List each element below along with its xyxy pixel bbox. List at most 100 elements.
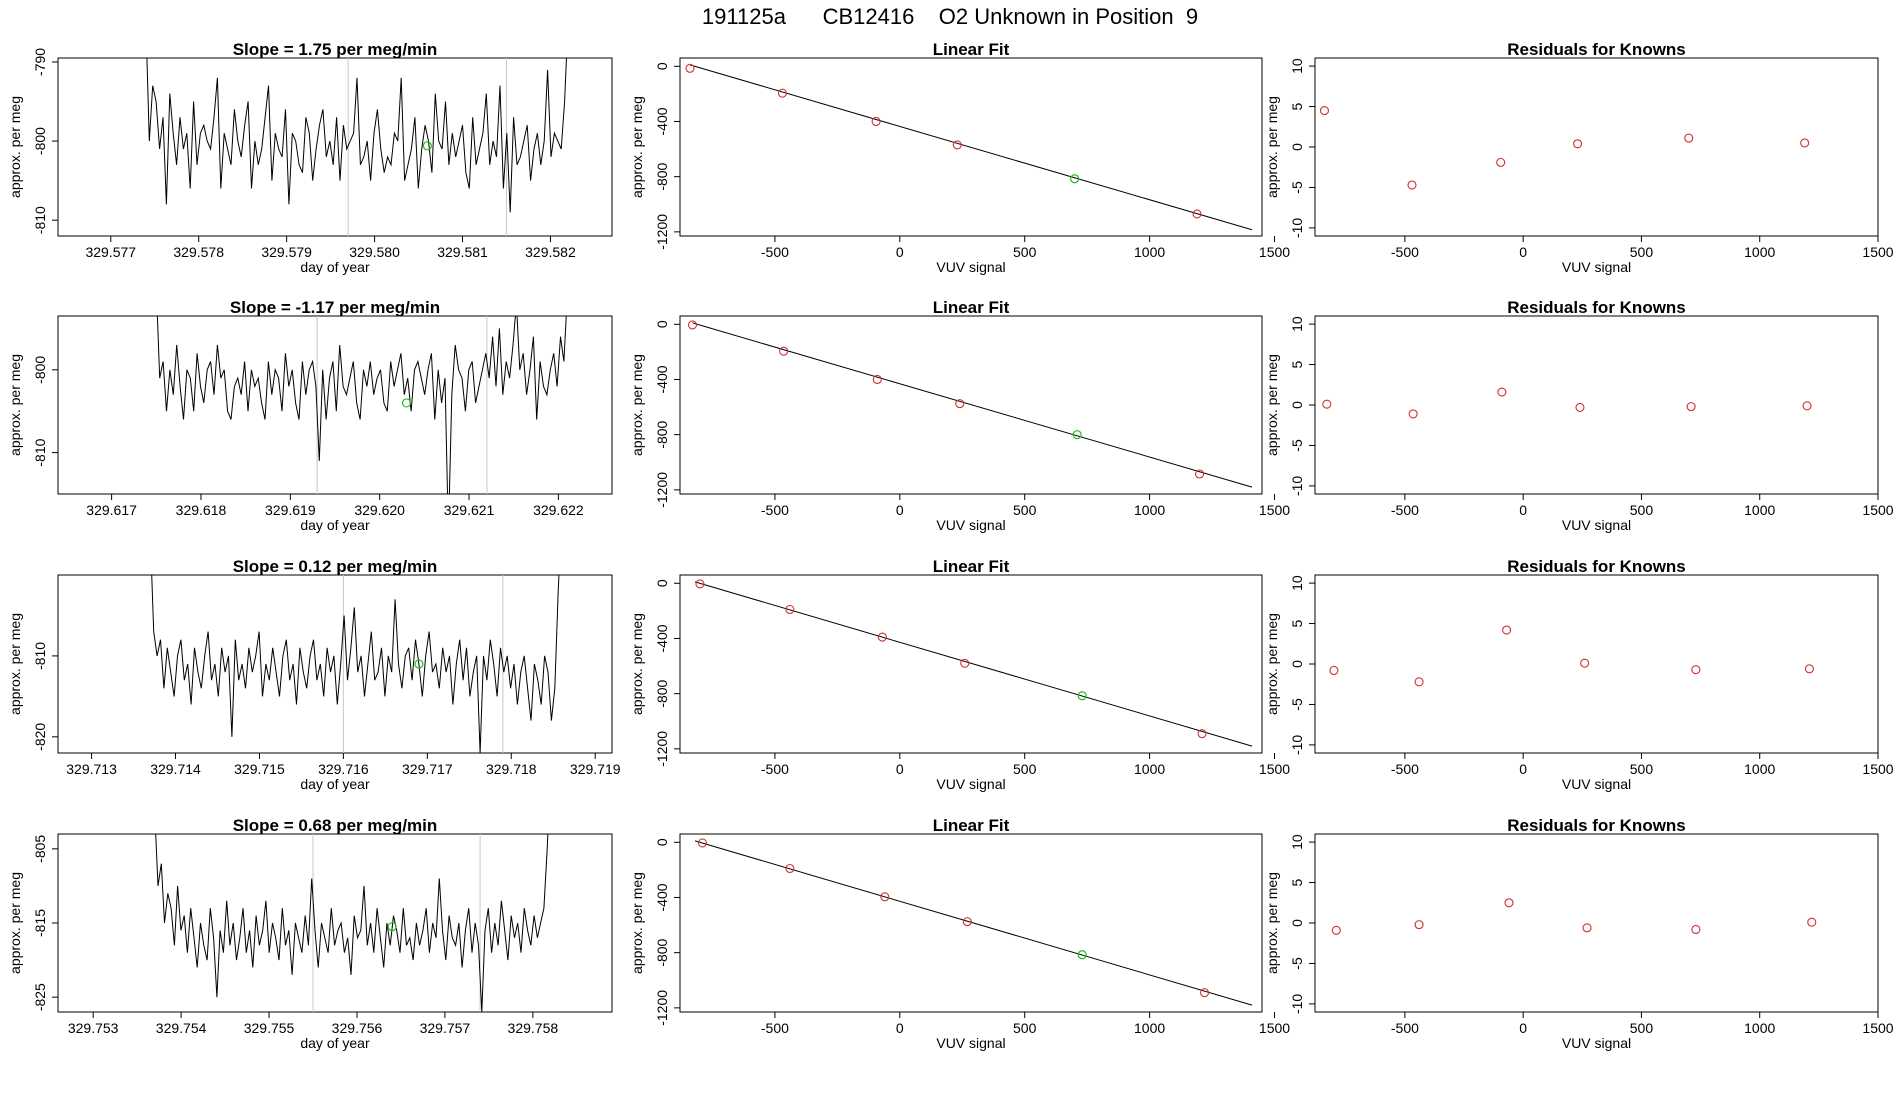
y-axis-label: approx. per meg (1264, 354, 1280, 456)
known-standard-point (880, 892, 890, 902)
y-tick-label: -10 (1289, 218, 1305, 238)
y-tick-label: 0 (654, 62, 670, 70)
x-tick-label: -500 (1391, 502, 1419, 518)
x-tick-label: 500 (1630, 244, 1654, 260)
x-tick-label: 329.753 (68, 1020, 119, 1036)
y-tick-label: -810 (32, 438, 48, 466)
known-standard-point (1192, 209, 1202, 219)
plot-frame (1314, 315, 1879, 495)
x-axis-label: day of year (300, 776, 370, 792)
y-tick-label: -815 (32, 909, 48, 937)
y-tick-label: -810 (32, 642, 48, 670)
residual-point (1496, 157, 1506, 167)
y-tick-label: 5 (1289, 878, 1305, 886)
x-tick-label: 329.718 (486, 761, 537, 777)
x-tick-label: 329.716 (318, 761, 369, 777)
fit-line (694, 581, 1253, 747)
time-series-line (146, 58, 567, 213)
known-standard-point (785, 604, 795, 615)
unknown-mean-marker (387, 922, 397, 932)
known-standard-point (687, 320, 698, 330)
x-axis-label: VUV signal (936, 1035, 1005, 1051)
unknown-mean-marker (422, 141, 432, 151)
x-tick-label: 329.713 (66, 761, 117, 777)
x-tick-label: 1000 (1744, 1020, 1775, 1036)
y-tick-label: 0 (1289, 660, 1305, 668)
x-tick-label: 1000 (1744, 761, 1775, 777)
y-tick-label: -400 (654, 624, 670, 652)
plot-title: Slope = -1.17 per meg/min (230, 298, 440, 317)
y-axis-label: approx. per meg (629, 354, 645, 456)
plot-title: Residuals for Knowns (1507, 40, 1686, 59)
x-tick-label: 329.617 (86, 502, 137, 518)
y-tick-label: -10 (1289, 476, 1305, 496)
plot-frame (679, 833, 1263, 1013)
x-tick-label: 1000 (1744, 244, 1775, 260)
x-tick-label: 329.754 (156, 1020, 207, 1036)
y-tick-label: 0 (1289, 401, 1305, 409)
x-tick-label: 1000 (1134, 502, 1165, 518)
y-tick-label: 10 (1289, 316, 1305, 332)
residual-point (1407, 180, 1417, 190)
y-axis-label: approx. per meg (629, 96, 645, 198)
time-series-line (151, 575, 560, 753)
residual-point (1497, 387, 1507, 397)
x-tick-label: 0 (1519, 1020, 1527, 1036)
x-tick-label: 329.757 (420, 1020, 471, 1036)
y-tick-label: -400 (654, 107, 670, 135)
known-standard-point (877, 632, 887, 642)
known-standard-point (1199, 988, 1210, 998)
x-tick-label: 0 (896, 1020, 904, 1036)
x-axis-label: day of year (300, 1035, 370, 1051)
x-axis-label: VUV signal (936, 259, 1005, 275)
residual-point (1322, 399, 1332, 409)
residual-point (1580, 658, 1590, 668)
x-tick-label: -500 (761, 244, 789, 260)
plot-title: Linear Fit (933, 557, 1010, 576)
known-standard-point (695, 579, 705, 589)
x-axis-label: VUV signal (1562, 776, 1631, 792)
residual-point (1691, 924, 1701, 935)
residual-point (1414, 920, 1424, 930)
x-tick-label: 1500 (1862, 761, 1893, 777)
plot-title: Linear Fit (933, 40, 1010, 59)
time-series-line (155, 834, 549, 1012)
x-tick-label: 500 (1013, 1020, 1037, 1036)
y-tick-label: -805 (32, 835, 48, 863)
x-tick-label: 329.715 (234, 761, 285, 777)
y-tick-label: -10 (1289, 735, 1305, 755)
y-tick-label: -10 (1289, 994, 1305, 1014)
unknown-sample-point (1072, 430, 1082, 440)
residual-point (1800, 138, 1810, 148)
known-standard-point (952, 140, 962, 150)
x-tick-label: 500 (1013, 502, 1037, 518)
residual-point (1686, 402, 1696, 412)
x-axis-label: VUV signal (1562, 259, 1631, 275)
x-tick-label: 329.717 (402, 761, 453, 777)
x-tick-label: 1500 (1259, 1020, 1290, 1036)
plot-frame (57, 57, 613, 237)
x-tick-label: 329.581 (437, 244, 488, 260)
unknown-mean-marker (401, 398, 412, 408)
x-tick-label: -500 (1391, 1020, 1419, 1036)
known-standard-point (785, 863, 795, 874)
plot-frame (679, 315, 1263, 495)
y-axis-label: approx. per meg (629, 613, 645, 715)
known-standard-point (697, 838, 708, 848)
residual-point (1582, 923, 1592, 933)
x-tick-label: 1500 (1862, 1020, 1893, 1036)
y-tick-label: 0 (654, 838, 670, 846)
page-title: 191125a CB12416 O2 Unknown in Position 9 (702, 4, 1198, 29)
y-axis-label: approx. per meg (1264, 872, 1280, 974)
residual-point (1802, 401, 1812, 411)
y-tick-label: -5 (1289, 181, 1305, 194)
residual-point (1502, 625, 1512, 635)
fit-line (689, 64, 1253, 231)
x-tick-label: 329.620 (354, 502, 405, 518)
x-tick-label: -500 (1391, 761, 1419, 777)
plot-frame (679, 574, 1263, 754)
plot-title: Residuals for Knowns (1507, 816, 1686, 835)
y-axis-label: approx. per meg (7, 354, 23, 456)
y-tick-label: 5 (1289, 360, 1305, 368)
